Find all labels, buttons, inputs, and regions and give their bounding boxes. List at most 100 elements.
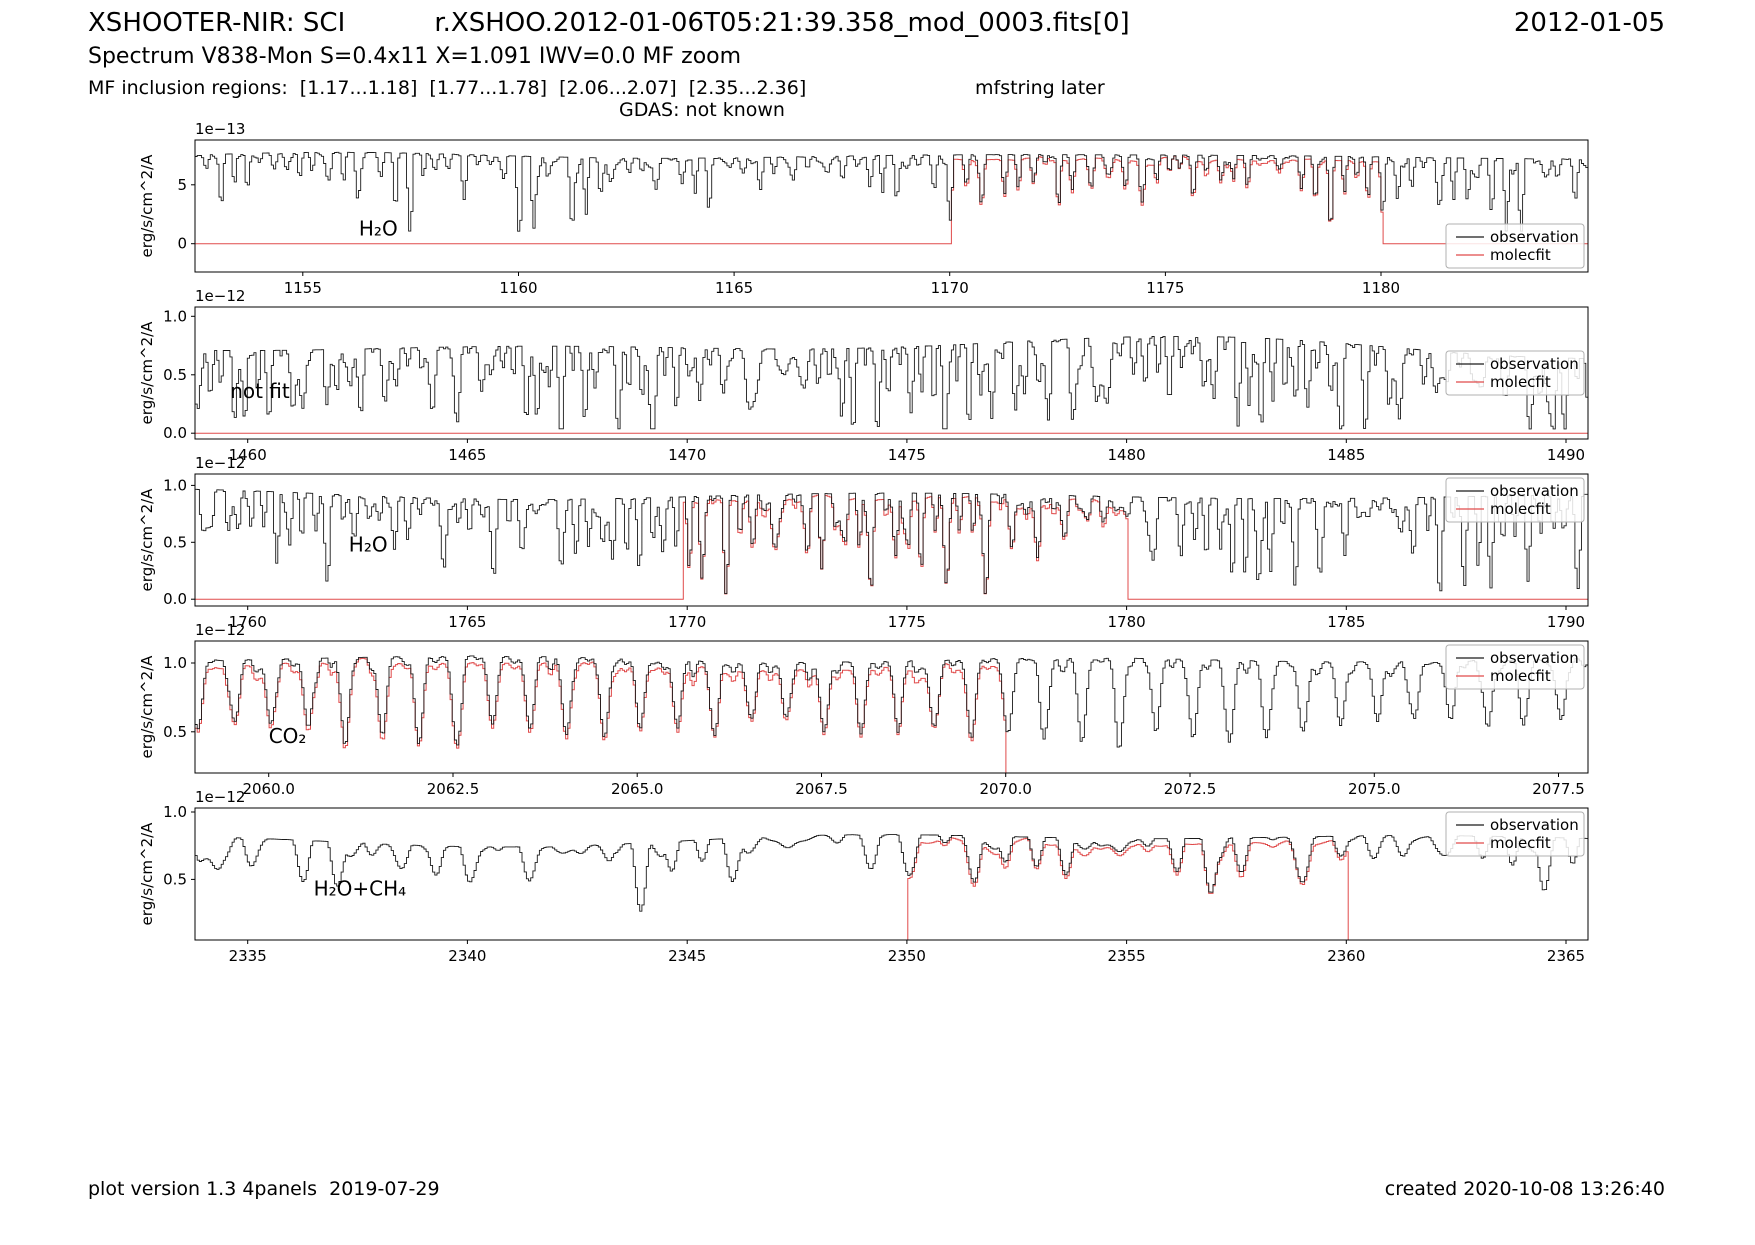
y-offset-label: 1e−12 [195,788,245,806]
plot-version-footer: plot version 1.3 4panels 2019-07-29 [88,1178,440,1200]
molecule-annotation: CO₂ [269,724,307,748]
axes-frame [194,306,1589,440]
x-tick-label: 1160 [499,279,537,297]
x-tick-label: 1180 [1362,279,1400,297]
x-tick-label: 1175 [1146,279,1184,297]
observation-line [195,655,1588,748]
x-tick-label: 2365 [1547,947,1585,965]
gdas-status: GDAS: not known [619,99,785,121]
x-tick-label: 2335 [229,947,267,965]
y-tick-label: 5 [177,176,187,194]
x-tick-label: 1475 [888,446,926,464]
x-tick-label: 2072.5 [1164,780,1217,798]
observation-line [195,488,1588,595]
x-tick-label: 1490 [1547,446,1585,464]
x-tick-label: 1765 [448,613,486,631]
x-tick-label: 2060.0 [242,780,295,798]
observation-date: 2012-01-05 [1513,8,1665,38]
y-tick-label: 1.0 [163,476,187,494]
x-tick-label: 1470 [668,446,706,464]
x-tick-label: 1775 [888,613,926,631]
y-axis-label: erg/s/cm^2/A [138,822,156,926]
x-tick-label: 2340 [448,947,486,965]
x-tick-label: 2355 [1108,947,1146,965]
molecfit-line [195,494,1588,600]
legend-observation-label: observation [1490,482,1579,500]
axes-frame [194,807,1589,941]
y-tick-label: 1.0 [163,654,187,672]
spectrum-panel-4: 2060.0 2062.5 2065.0 2067.5 2070.0 2072.5 2075… [138,621,1589,798]
x-tick-label: 1785 [1327,613,1365,631]
y-tick-label: 1.0 [163,307,187,325]
x-tick-label: 1760 [229,613,267,631]
legend-box [1445,811,1585,857]
y-offset-label: 1e−13 [195,120,245,138]
fits-filename-title: r.XSHOO.2012-01-06T05:21:39.358_mod_0003… [434,8,1130,38]
y-tick-label: 1.0 [163,803,187,821]
molecule-annotation: H₂O [359,217,398,241]
y-axis-label: erg/s/cm^2/A [138,655,156,759]
y-tick-label: 0.0 [163,424,187,442]
x-tick-label: 1170 [931,279,969,297]
x-tick-label: 2067.5 [795,780,848,798]
legend-molecfit-label: molecfit [1490,667,1551,685]
legend-box [1445,644,1585,690]
molecule-annotation: not fit [230,379,290,403]
spectrum-panel-1: 1155 1160 1165 1170 1175 1180 0 5 1e−13 erg/s/cm^… [138,120,1589,297]
observation-line [195,335,1588,430]
x-tick-label: 2062.5 [427,780,480,798]
mf-inclusion-regions: MF inclusion regions: [1.17...1.18] [1.7… [88,77,807,99]
legend-molecfit-label: molecfit [1490,246,1551,264]
axes-frame [194,473,1589,607]
spectrum-subtitle: Spectrum V838-Mon S=0.4x11 X=1.091 IWV=0… [88,44,742,69]
x-tick-label: 1465 [448,446,486,464]
y-tick-label: 0.5 [163,870,187,888]
x-tick-label: 1165 [715,279,753,297]
created-timestamp-footer: created 2020-10-08 13:26:40 [1384,1178,1665,1200]
y-tick-label: 0.5 [163,366,187,384]
y-axis-label: erg/s/cm^2/A [138,154,156,258]
y-axis-label: erg/s/cm^2/A [138,321,156,425]
legend-molecfit-label: molecfit [1490,834,1551,852]
y-tick-label: 0.5 [163,723,187,741]
legend-molecfit-label: molecfit [1490,373,1551,391]
y-offset-label: 1e−12 [195,287,245,305]
molecfit-line [907,837,1349,940]
spectrum-panel-5: 2335 2340 2345 2350 2355 2360 2365 0.5 1.0 1e−12 e… [138,788,1589,965]
y-offset-label: 1e−12 [195,454,245,472]
x-tick-label: 1770 [668,613,706,631]
x-tick-label: 1780 [1108,613,1146,631]
y-offset-label: 1e−12 [195,621,245,639]
legend-box [1445,477,1585,523]
x-tick-label: 2065.0 [611,780,664,798]
x-tick-label: 2075.0 [1348,780,1401,798]
x-tick-label: 1155 [284,279,322,297]
mfstring-note: mfstring later [975,77,1105,99]
spectrum-panel-2: 1460 1465 1470 1475 1480 1485 1490 0.0 0.5 1.0 1e−… [138,287,1589,464]
legend-box [1445,350,1585,396]
y-axis-label: erg/s/cm^2/A [138,488,156,592]
x-tick-label: 1485 [1327,446,1365,464]
x-tick-label: 1460 [229,446,267,464]
x-tick-label: 2345 [668,947,706,965]
legend-observation-label: observation [1490,228,1579,246]
legend-observation-label: observation [1490,649,1579,667]
x-tick-label: 1790 [1547,613,1585,631]
y-tick-label: 0.5 [163,533,187,551]
y-tick-label: 0.0 [163,590,187,608]
x-tick-label: 2360 [1327,947,1365,965]
y-tick-label: 0 [177,235,187,253]
x-tick-label: 2070.0 [979,780,1032,798]
instrument-title: XSHOOTER-NIR: SCI [88,8,346,38]
legend-box [1445,223,1585,269]
molecule-annotation: H₂O+CH₄ [314,877,407,901]
molecule-annotation: H₂O [349,532,388,556]
x-tick-label: 2350 [888,947,926,965]
legend-molecfit-label: molecfit [1490,500,1551,518]
